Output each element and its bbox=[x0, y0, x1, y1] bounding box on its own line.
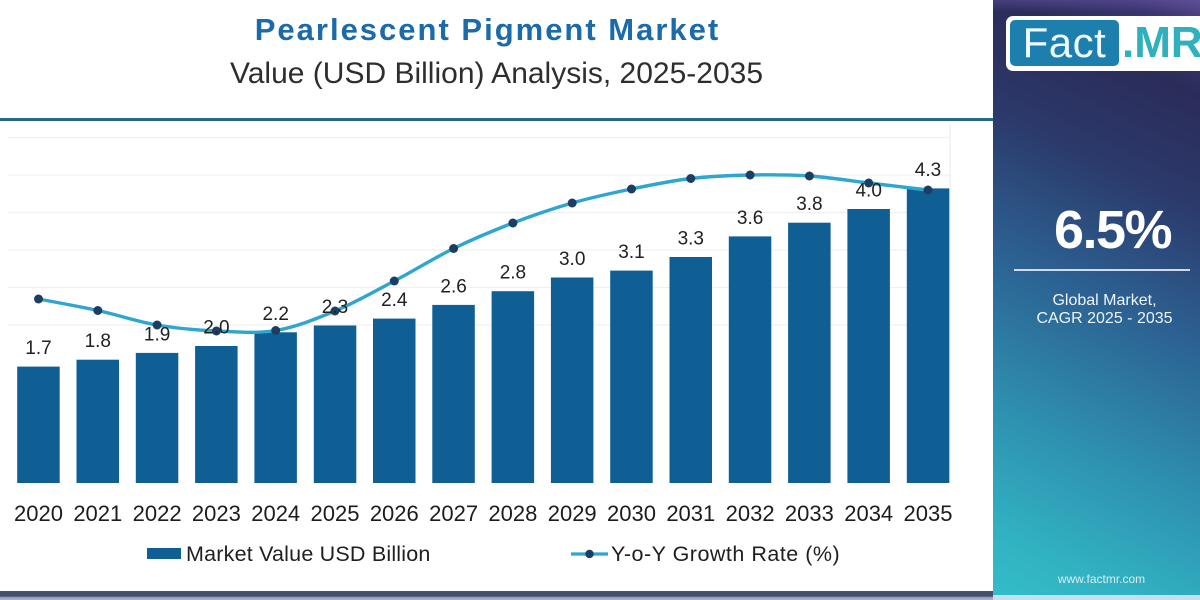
svg-text:1.7: 1.7 bbox=[25, 338, 51, 359]
svg-text:2021: 2021 bbox=[73, 501, 122, 526]
svg-text:2029: 2029 bbox=[548, 501, 597, 526]
svg-text:2.8: 2.8 bbox=[500, 263, 526, 284]
svg-text:Market Value USD Billion: Market Value USD Billion bbox=[186, 542, 431, 566]
svg-text:2026: 2026 bbox=[370, 501, 419, 526]
svg-text:2028: 2028 bbox=[488, 501, 537, 526]
svg-text:2.3: 2.3 bbox=[322, 297, 348, 318]
svg-text:4.0: 4.0 bbox=[855, 181, 881, 202]
svg-text:2025: 2025 bbox=[311, 501, 360, 526]
svg-text:2.4: 2.4 bbox=[381, 290, 408, 311]
svg-text:1.8: 1.8 bbox=[85, 331, 111, 352]
svg-text:2.6: 2.6 bbox=[440, 276, 466, 297]
svg-text:3.8: 3.8 bbox=[796, 194, 822, 215]
svg-text:1.9: 1.9 bbox=[144, 324, 170, 345]
svg-text:2.2: 2.2 bbox=[262, 304, 288, 325]
svg-text:2031: 2031 bbox=[666, 501, 715, 526]
svg-text:4.3: 4.3 bbox=[915, 160, 941, 181]
svg-text:2035: 2035 bbox=[904, 501, 953, 526]
svg-text:2030: 2030 bbox=[607, 501, 656, 526]
svg-text:2027: 2027 bbox=[429, 501, 478, 526]
svg-text:2034: 2034 bbox=[844, 501, 893, 526]
svg-text:Y-o-Y Growth Rate (%): Y-o-Y Growth Rate (%) bbox=[611, 542, 840, 566]
svg-text:2.0: 2.0 bbox=[203, 318, 229, 339]
svg-text:3.3: 3.3 bbox=[678, 229, 704, 250]
svg-text:3.6: 3.6 bbox=[737, 208, 763, 229]
svg-text:2023: 2023 bbox=[192, 501, 241, 526]
svg-text:3.1: 3.1 bbox=[618, 242, 644, 263]
svg-text:2020: 2020 bbox=[14, 501, 63, 526]
svg-text:2022: 2022 bbox=[133, 501, 182, 526]
svg-text:2032: 2032 bbox=[726, 501, 775, 526]
svg-text:2024: 2024 bbox=[251, 501, 300, 526]
svg-text:2033: 2033 bbox=[785, 501, 834, 526]
svg-text:3.0: 3.0 bbox=[559, 249, 585, 270]
